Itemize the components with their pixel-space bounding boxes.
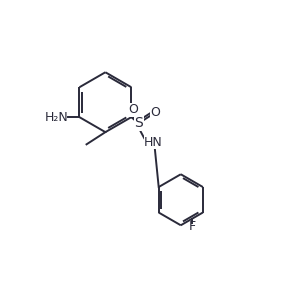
Text: O: O bbox=[150, 106, 160, 119]
Text: O: O bbox=[128, 103, 138, 116]
Text: F: F bbox=[188, 220, 195, 233]
Text: S: S bbox=[134, 116, 143, 130]
Text: H₂N: H₂N bbox=[44, 111, 68, 124]
Text: HN: HN bbox=[144, 136, 163, 149]
